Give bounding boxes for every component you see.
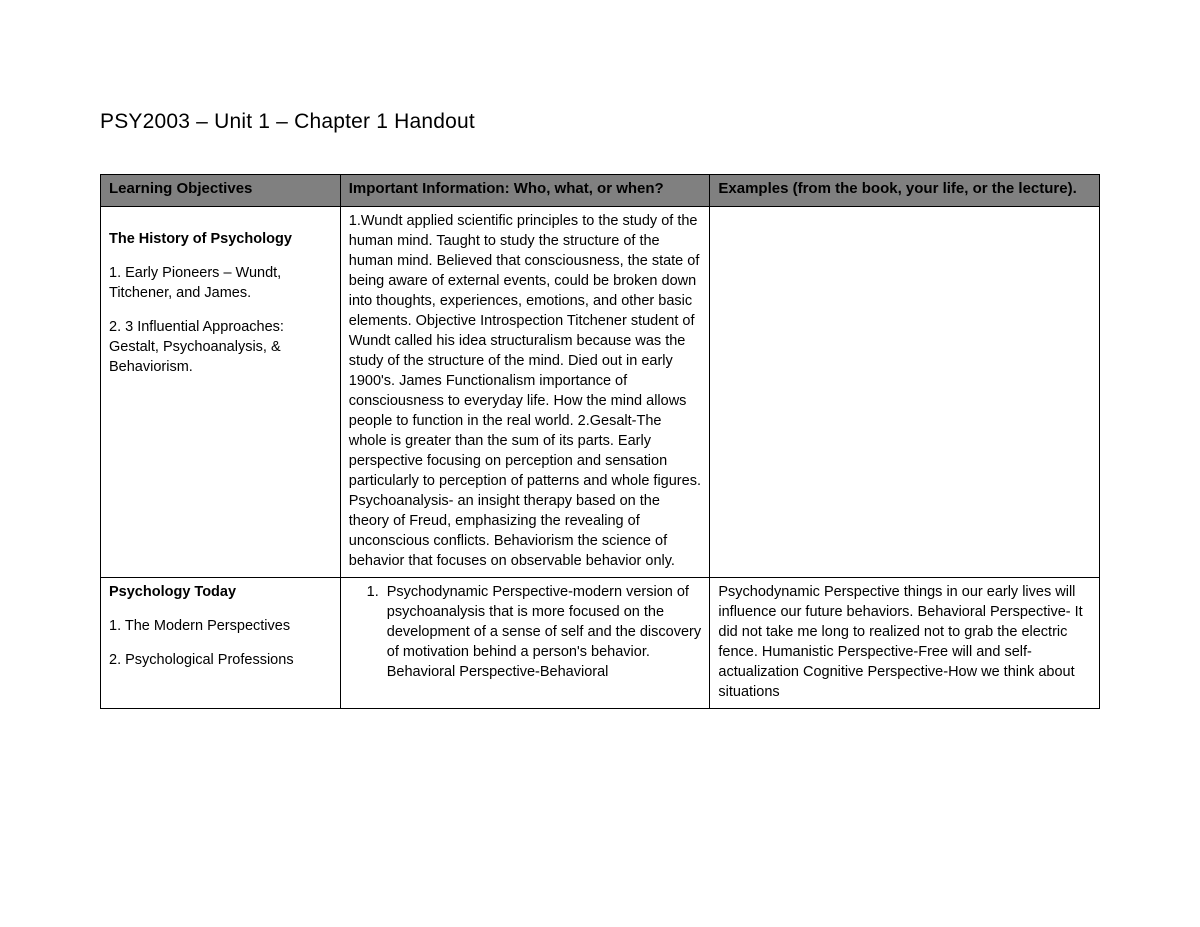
info-text: 1.Wundt applied scientific principles to… <box>349 211 702 571</box>
document-page: PSY2003 – Unit 1 – Chapter 1 Handout Lea… <box>0 0 1200 709</box>
cell-info-2: Psychodynamic Perspective-modern version… <box>340 577 710 708</box>
cell-examples-2: Psychodynamic Perspective things in our … <box>710 577 1100 708</box>
table-header-row: Learning Objectives Important Informatio… <box>101 175 1100 207</box>
header-information: Important Information: Who, what, or whe… <box>340 175 710 207</box>
cell-info-1: 1.Wundt applied scientific principles to… <box>340 206 710 577</box>
info-ordered-list: Psychodynamic Perspective-modern version… <box>349 582 702 682</box>
cell-objectives-1: The History of Psychology 1. Early Pione… <box>101 206 341 577</box>
table-row: Psychology Today 1. The Modern Perspecti… <box>101 577 1100 708</box>
objectives-heading-2: Psychology Today <box>109 582 332 602</box>
objectives-item: 1. The Modern Perspectives <box>109 616 332 636</box>
objectives-item: 1. Early Pioneers – Wundt, Titchener, an… <box>109 263 332 303</box>
cell-examples-1 <box>710 206 1100 577</box>
objectives-heading-1: The History of Psychology <box>109 229 332 249</box>
handout-table: Learning Objectives Important Informatio… <box>100 174 1100 709</box>
info-list-item: Psychodynamic Perspective-modern version… <box>383 582 702 682</box>
page-title: PSY2003 – Unit 1 – Chapter 1 Handout <box>100 110 1100 134</box>
objectives-item: 2. 3 Influential Approaches: Gestalt, Ps… <box>109 317 332 377</box>
cell-objectives-2: Psychology Today 1. The Modern Perspecti… <box>101 577 341 708</box>
table-row: The History of Psychology 1. Early Pione… <box>101 206 1100 577</box>
examples-text: Psychodynamic Perspective things in our … <box>718 584 1082 700</box>
header-objectives: Learning Objectives <box>101 175 341 207</box>
objectives-item: 2. Psychological Professions <box>109 650 332 670</box>
header-examples: Examples (from the book, your life, or t… <box>710 175 1100 207</box>
